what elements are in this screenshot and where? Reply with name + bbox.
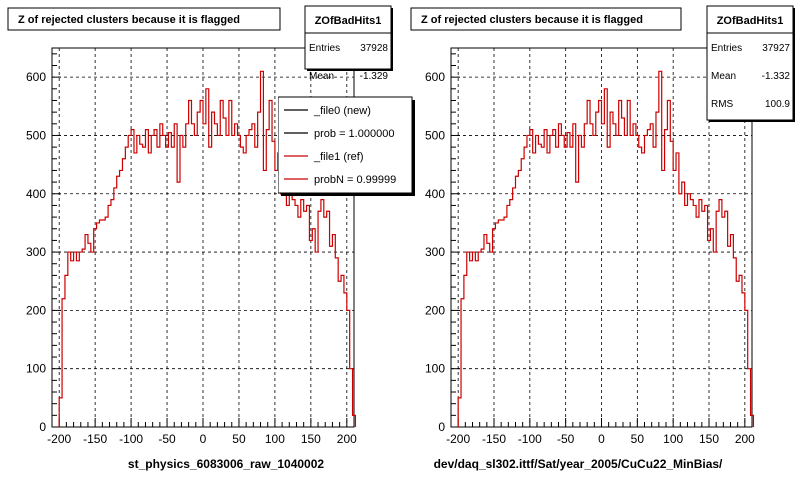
y-tick-label: 500 <box>425 128 445 142</box>
x-tick-label: 50 <box>232 432 246 446</box>
x-tick-label: 100 <box>265 432 285 446</box>
y-tick-label: 200 <box>26 303 46 317</box>
stats-label: Mean <box>309 71 334 82</box>
y-tick-label: 600 <box>26 70 46 84</box>
x-tick-label: -150 <box>83 432 107 446</box>
x-tick-label: 200 <box>337 432 357 446</box>
stats-value: 37927 <box>762 43 790 54</box>
legend-box <box>278 96 413 194</box>
y-tick-label: 100 <box>425 362 445 376</box>
stats-value: -1.332 <box>762 71 791 82</box>
chart-title: Z of rejected clusters because it is fla… <box>421 14 643 26</box>
stats-box <box>304 5 392 70</box>
y-tick-label: 100 <box>26 362 46 376</box>
x-axis-label: st_physics_6083006_raw_1040002 <box>128 457 324 471</box>
stats-value: -1.329 <box>360 71 389 82</box>
x-tick-label: -100 <box>518 432 542 446</box>
x-tick-label: -100 <box>119 432 143 446</box>
x-tick-label: -150 <box>482 432 506 446</box>
x-tick-label: -200 <box>446 432 470 446</box>
stats-name: ZOfBadHits1 <box>315 15 382 27</box>
x-tick-label: 0 <box>200 432 207 446</box>
y-tick-label: 500 <box>26 128 46 142</box>
y-tick-label: 0 <box>438 420 445 434</box>
y-tick-label: 600 <box>425 70 445 84</box>
histogram-series <box>58 70 357 427</box>
legend-label: _file0 (new) <box>313 105 371 117</box>
chart-title: Z of rejected clusters because it is fla… <box>18 14 240 26</box>
stats-label: Entries <box>711 43 742 54</box>
stats-value: 100.9 <box>765 99 790 110</box>
x-tick-label: 150 <box>699 432 719 446</box>
x-tick-label: 0 <box>598 432 605 446</box>
x-tick-label: 150 <box>301 432 321 446</box>
y-tick-label: 0 <box>39 420 46 434</box>
y-tick-label: 300 <box>26 245 46 259</box>
chart-panel-2: -200 -150 -100 -50 0 50 100 150 200 0 100 200 300 400… <box>410 5 795 471</box>
y-tick-label: 300 <box>425 245 445 259</box>
y-tick-label: 200 <box>425 303 445 317</box>
legend-label: probN = 0.99999 <box>314 174 396 186</box>
legend-label: prob = 1.000000 <box>314 128 394 140</box>
x-tick-label: 50 <box>631 432 645 446</box>
legend: _file0 (new) prob = 1.000000 _file1 (ref) p… <box>278 96 415 196</box>
stats-value: 37928 <box>360 43 388 54</box>
histogram-series <box>457 70 755 427</box>
legend-label: _file1 (ref) <box>313 151 364 163</box>
title-box <box>410 7 682 31</box>
stats-label: Entries <box>309 43 340 54</box>
y-tick-label: 400 <box>425 187 445 201</box>
x-tick-label: -200 <box>47 432 71 446</box>
stats-name: ZOfBadHits1 <box>717 15 784 27</box>
y-tick-label: 400 <box>26 187 46 201</box>
x-tick-label: -50 <box>158 432 176 446</box>
x-tick-label: -50 <box>557 432 575 446</box>
chart-panel-1: -200 -150 -100 -50 0 50 100 150 200 0 100 200 300 400… <box>7 5 415 471</box>
stats-label: Mean <box>711 71 736 82</box>
stats-box <box>706 5 794 121</box>
x-tick-label: 200 <box>735 432 755 446</box>
x-axis-label: dev/daq_sl302.ittf/Sat/year_2005/CuCu22_… <box>434 457 723 471</box>
title-box <box>7 7 281 31</box>
x-tick-label: 100 <box>663 432 683 446</box>
stats-label: RMS <box>711 99 734 110</box>
